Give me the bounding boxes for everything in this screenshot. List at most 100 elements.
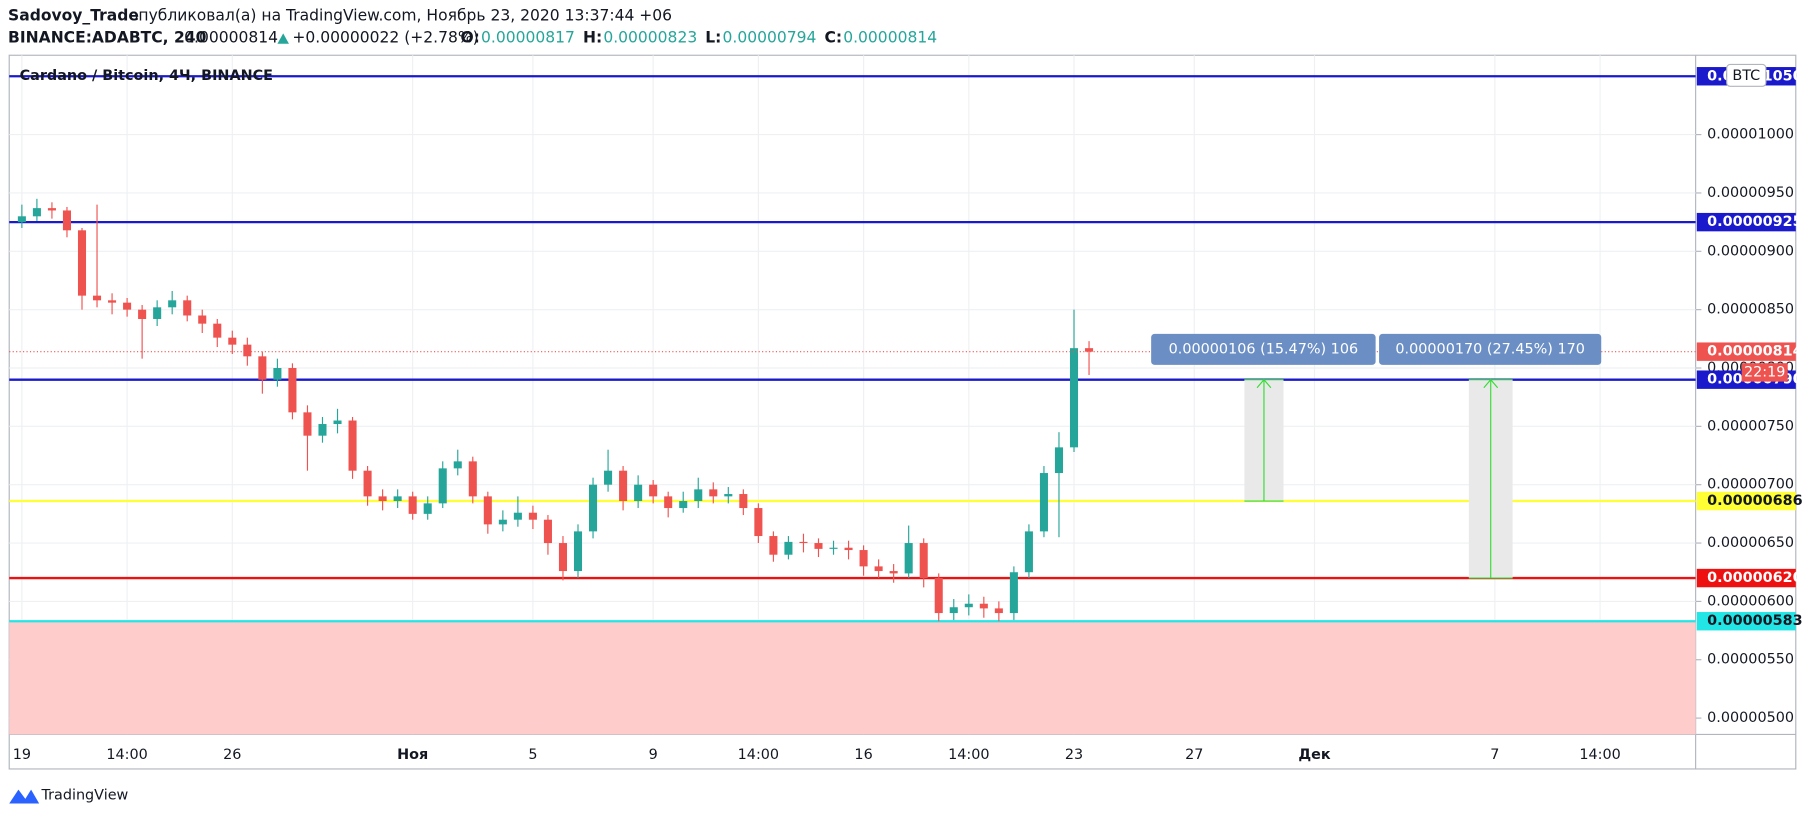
measure-box <box>1379 333 1602 365</box>
candle-body <box>769 536 778 555</box>
candle-body <box>724 494 733 497</box>
candle-body <box>258 356 267 380</box>
candle-body <box>423 503 432 514</box>
candle-body <box>844 547 853 551</box>
ohlc-key: C: <box>824 28 842 46</box>
x-tick-label: 14:00 <box>948 747 989 763</box>
candle-body <box>904 543 913 574</box>
candle-body <box>513 512 522 520</box>
candle-body <box>47 208 56 211</box>
candle-body <box>573 531 583 572</box>
measure-head <box>1483 378 1499 389</box>
plot: 0.00000106 (15.47%) 106 0.00000170 (27.45… <box>9 75 1696 735</box>
x-tick-label: 5 <box>528 747 537 763</box>
candle-body <box>153 307 162 319</box>
candle-body <box>213 323 222 338</box>
candle-body <box>138 309 147 319</box>
y-tick-label: 0.00000600 <box>1707 593 1794 609</box>
candle-body <box>318 424 327 436</box>
ohlc: O: 0.00000817 H: 0.00000823 L: 0.00000794 C: 0.… <box>460 28 937 46</box>
x-tick-label: 7 <box>1490 747 1499 763</box>
change: +0.00000022 (+2.78%) <box>292 28 478 46</box>
level-tag <box>1696 568 1796 588</box>
level-label: 0.00000686 <box>1707 493 1802 509</box>
ohlc-value: 0.00000794 <box>723 28 817 46</box>
candle-body <box>889 571 898 574</box>
candle-body <box>77 230 87 296</box>
candle-body <box>949 607 958 614</box>
candle-body <box>543 519 552 544</box>
x-tick-label: Ноя <box>397 747 428 763</box>
brand: TradingView <box>40 787 128 803</box>
y-tick-label: 0.00000500 <box>1707 710 1794 726</box>
candle-body <box>934 578 943 614</box>
candle-body <box>754 508 763 537</box>
candle-body <box>799 541 808 544</box>
y-tick-label: 0.00000900 <box>1707 243 1794 259</box>
candle-body <box>859 550 868 567</box>
candle-body <box>1039 473 1048 532</box>
candle-body <box>168 300 177 308</box>
level-tag <box>1696 212 1796 232</box>
candle-body <box>1085 348 1094 352</box>
price-axis: 0.00000500 0.00000550 0.00000600 0.00000650… <box>13 63 1803 763</box>
candle-body <box>32 208 41 217</box>
candle-body <box>814 543 823 549</box>
candle-body <box>17 216 26 223</box>
candle-body <box>408 496 417 514</box>
candle-body <box>709 489 718 497</box>
price: 0.00000814 <box>184 28 278 46</box>
ohlc-value: 0.00000817 <box>481 28 575 46</box>
author: Sadovoy_Trade <box>8 7 139 25</box>
last-label: 0.00000814 <box>1707 344 1802 360</box>
y-tick-label: 0.00000650 <box>1707 535 1794 551</box>
last-tag <box>1696 342 1796 361</box>
currency-badge <box>1726 63 1767 87</box>
candle-body <box>303 412 312 436</box>
candle-body <box>919 543 928 579</box>
candle-body <box>649 484 658 497</box>
candle-body <box>964 603 973 608</box>
candle-body <box>558 543 568 572</box>
measure-box <box>1151 333 1376 365</box>
candle-body <box>468 461 477 497</box>
candle-body <box>664 496 673 509</box>
level-label: 0.00000583 <box>1707 613 1802 629</box>
candle-body <box>273 368 282 380</box>
candle-body <box>393 496 402 502</box>
x-tick-label: 14:00 <box>1579 747 1620 763</box>
countdown-tag <box>1741 363 1788 382</box>
x-tick-label: 26 <box>223 747 241 763</box>
candle-body <box>108 300 117 303</box>
legend: Cardano / Bitcoin, 4Ч, BINANCE <box>20 68 273 84</box>
x-tick-label: 27 <box>1185 747 1203 763</box>
ohlc-value: 0.00000823 <box>603 28 697 46</box>
candle-body <box>363 470 372 497</box>
candle-body <box>288 368 297 413</box>
logo <box>9 789 40 804</box>
level-tag <box>1696 612 1796 631</box>
x-tick-label: 14:00 <box>106 747 147 763</box>
candle-body <box>679 501 688 509</box>
ohlc-value: 0.00000814 <box>843 28 937 46</box>
ohlc-key: L: <box>705 28 721 46</box>
candle-body <box>528 512 537 520</box>
y-tick-label: 0.00000550 <box>1707 652 1794 668</box>
candle-body <box>979 603 988 609</box>
measure-label: 0.00000106 (15.47%) 106 <box>1169 341 1359 357</box>
candle-body <box>378 496 387 502</box>
symbol: BINANCE:ADABTC, 240 <box>8 28 207 46</box>
candle-body <box>994 608 1003 614</box>
candle-body <box>589 484 598 532</box>
y-tick-label: 0.00000750 <box>1707 418 1794 434</box>
candle-body <box>348 420 357 471</box>
y-tick-label: 0.00000950 <box>1707 185 1794 201</box>
x-tick-label: 19 <box>13 747 31 763</box>
ohlc-key: O: <box>460 28 479 46</box>
candle-body <box>228 337 237 345</box>
candle-body <box>243 344 252 357</box>
candle-body <box>1009 572 1018 614</box>
level-label: 0.00000925 <box>1707 214 1802 230</box>
candle-body <box>604 470 613 485</box>
